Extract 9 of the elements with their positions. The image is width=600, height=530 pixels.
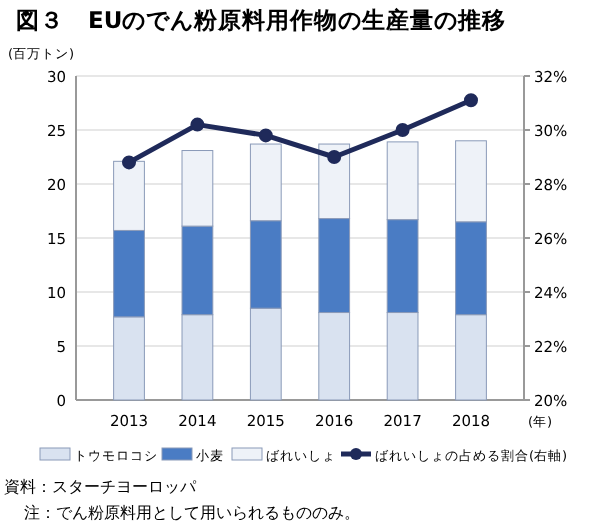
point [258, 128, 273, 143]
point [463, 93, 478, 108]
text: 資料：スターチヨーロッパ [4, 478, 198, 496]
point [122, 155, 137, 170]
text: 注：でん粉原料用として用いられるもののみ。 [24, 504, 360, 522]
point [395, 123, 410, 137]
point [190, 117, 205, 132]
chart-title: 図３ EUのでん粉原料用作物の生産量の推移 [16, 6, 507, 34]
point [327, 150, 342, 164]
